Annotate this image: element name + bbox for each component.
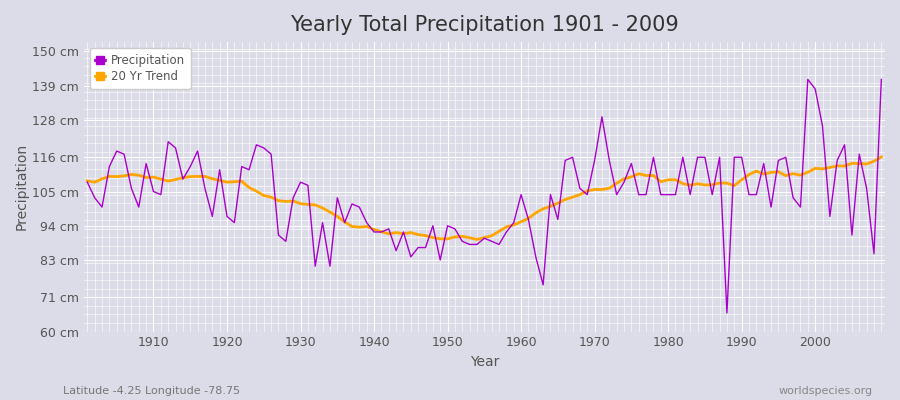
Text: worldspecies.org: worldspecies.org — [778, 386, 873, 396]
Text: Latitude -4.25 Longitude -78.75: Latitude -4.25 Longitude -78.75 — [63, 386, 240, 396]
X-axis label: Year: Year — [470, 355, 499, 369]
Legend: Precipitation, 20 Yr Trend: Precipitation, 20 Yr Trend — [89, 48, 191, 89]
Title: Yearly Total Precipitation 1901 - 2009: Yearly Total Precipitation 1901 - 2009 — [290, 15, 679, 35]
Y-axis label: Precipitation: Precipitation — [15, 143, 29, 230]
